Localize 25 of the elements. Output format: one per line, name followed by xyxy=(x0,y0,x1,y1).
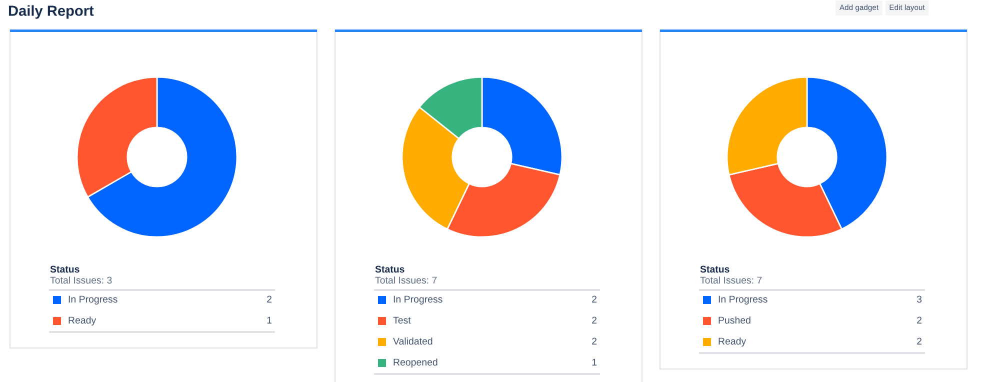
data-label: 1 xyxy=(592,358,597,366)
text: Daily Report xyxy=(8,5,94,19)
data-label: 2 xyxy=(592,316,597,324)
text: Total Issues: 7 xyxy=(700,276,762,284)
legend-label: Ready xyxy=(68,316,96,326)
text: Status xyxy=(50,266,80,273)
text: Status xyxy=(700,266,730,273)
text: Total Issues: 7 xyxy=(375,276,437,284)
text: Status xyxy=(375,266,404,273)
legend-label: In Progress xyxy=(394,296,442,305)
legend-label: In Progress xyxy=(68,296,118,305)
data-label: 2 xyxy=(267,296,272,303)
data-label: 1 xyxy=(267,316,272,324)
legend-label: Validated xyxy=(393,337,432,345)
data-label: 3 xyxy=(916,296,922,303)
legend-label: Reopened xyxy=(394,358,438,368)
legend-label: Ready xyxy=(718,337,746,347)
data-label: 2 xyxy=(917,338,922,345)
text: Total Issues: 3 xyxy=(50,276,112,284)
data-label: 2 xyxy=(592,296,597,303)
legend-label: Pushed xyxy=(718,316,750,324)
data-label: 2 xyxy=(917,316,922,324)
legend-label: Test xyxy=(393,316,411,324)
legend-label: In Progress xyxy=(718,296,768,305)
data-label: 2 xyxy=(592,338,597,345)
